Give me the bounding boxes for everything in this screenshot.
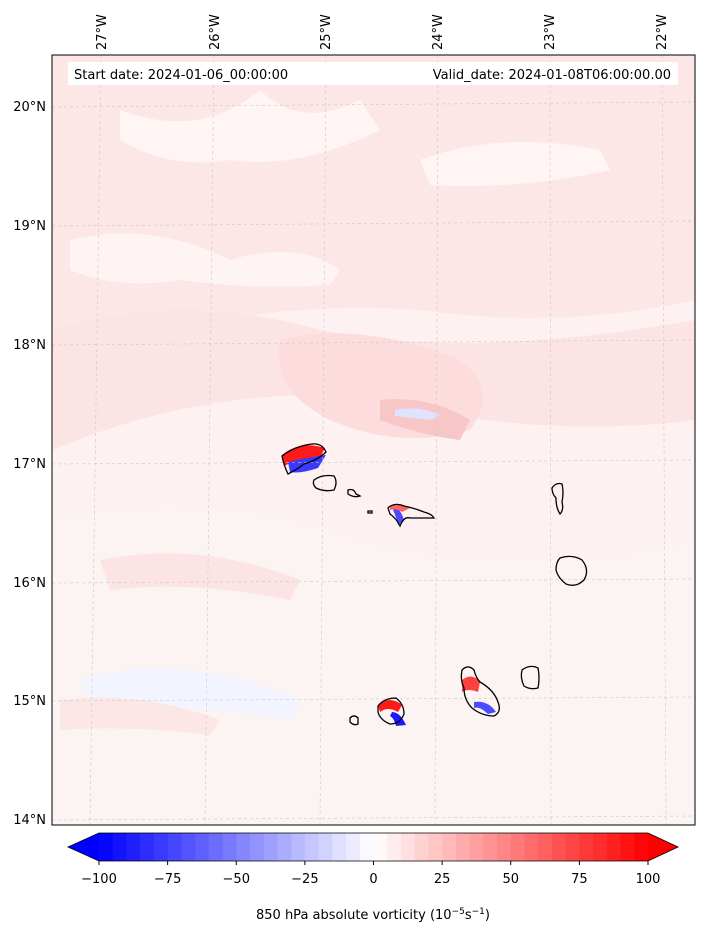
colorbar-bin [263,833,279,861]
colorbar-bin [153,833,169,861]
colorbar-bin [387,833,402,861]
colorbar-bin [593,833,608,861]
island-santa-luzia [347,488,362,498]
colorbar-bin [442,833,457,861]
colorbar-tick-label: −50 [223,872,250,887]
longitude-labels: 27°W 26°W 25°W 24°W 23°W 22°W [95,14,670,50]
colorbar-bin [524,833,539,861]
vorticity-field [52,55,695,825]
island-santiago [460,666,500,717]
start-date-label: Start date: 2024-01-06_00:00:00 [74,68,288,83]
colorbar-bin [249,833,265,861]
colorbar-bin [112,833,128,861]
island-sao-nicolau [387,503,436,528]
colorbar-bin [140,833,155,861]
colorbar-bin [400,833,416,861]
latitude-labels: 20°N 19°N 18°N 17°N 16°N 15°N 14°N [13,100,46,828]
colorbar-tick-label: −100 [81,872,117,887]
colorbar-extend-low [68,833,99,861]
colorbar-bin [606,833,622,861]
lat-label: 20°N [13,100,46,115]
island-sao-vicente [312,474,337,492]
colorbar-bin [620,833,635,861]
colorbar-tick-label: 50 [502,872,519,887]
colorbar-bin [208,833,224,861]
lat-label: 17°N [13,457,46,472]
colorbar-tick-label: −75 [154,872,181,887]
colorbar-bin [565,833,580,861]
colorbar-bin [414,833,429,861]
colorbar-bin [428,833,443,861]
lon-label: 26°W [208,14,223,50]
colorbar-bin [222,833,237,861]
island-fogo [377,697,405,725]
colorbar-tick-label: −25 [291,872,318,887]
colorbar-bin [634,833,649,861]
colorbar-tick-label: 100 [636,872,661,887]
colorbar-bin [483,833,498,861]
colorbar-bin [469,833,484,861]
map-panel: Start date: 2024-01-06_00:00:00 Valid_da… [51,54,696,826]
colorbar-bin [318,833,333,861]
colorbar-bin [236,833,251,861]
island-boa-vista [555,555,588,586]
lon-label: 25°W [319,14,334,50]
colorbar-bin [359,833,375,861]
colorbar-bin [373,833,388,861]
colorbar-ticks: −100 −75 −50 −25 0 25 50 75 100 [81,861,660,887]
colorbar-bin [497,833,512,861]
map-frame [51,54,696,826]
colorbar-bin [551,833,567,861]
lon-label: 23°W [543,14,558,50]
lon-label: 22°W [655,14,670,50]
lon-label: 27°W [95,14,110,50]
valid-date-label: Valid_date: 2024-01-08T06:00:00.00 [433,68,671,83]
colorbar-bin [167,833,182,861]
lat-label: 14°N [13,813,46,828]
colorbar: −100 −75 −50 −25 0 25 50 75 100 850 hPa absolute… [67,832,679,923]
colorbar-bin [304,833,320,861]
colorbar-extend-high [648,833,678,861]
lat-label: 16°N [13,576,46,591]
colorbar-bin [99,833,114,861]
island-maio [520,665,540,690]
colorbar-bin [510,833,526,861]
island-sal [551,482,564,516]
gridlines [52,55,695,825]
island-santo-antao [281,443,327,475]
island-brava [349,715,359,726]
colorbar-bin [455,833,471,861]
lon-label: 24°W [431,14,446,50]
colorbar-bin [291,833,306,861]
colorbar-bins [99,833,649,861]
colorbar-bin [277,833,292,861]
colorbar-bin [195,833,210,861]
colorbar-bin [332,833,347,861]
island-outlines [281,443,588,726]
colorbar-bin [538,833,553,861]
date-label-box [68,62,678,85]
colorbar-tick-label: 75 [571,872,588,887]
lat-label: 18°N [13,338,46,353]
colorbar-label: 850 hPa absolute vorticity (10−5s−1) [256,907,490,923]
colorbar-tick-label: 0 [369,872,377,887]
colorbar-bin [579,833,594,861]
lat-label: 19°N [13,219,46,234]
island-raso [367,510,373,514]
colorbar-tick-label: 25 [434,872,451,887]
colorbar-bin [181,833,196,861]
lat-label: 15°N [13,694,46,709]
colorbar-bin [346,833,361,861]
colorbar-bin [126,833,141,861]
